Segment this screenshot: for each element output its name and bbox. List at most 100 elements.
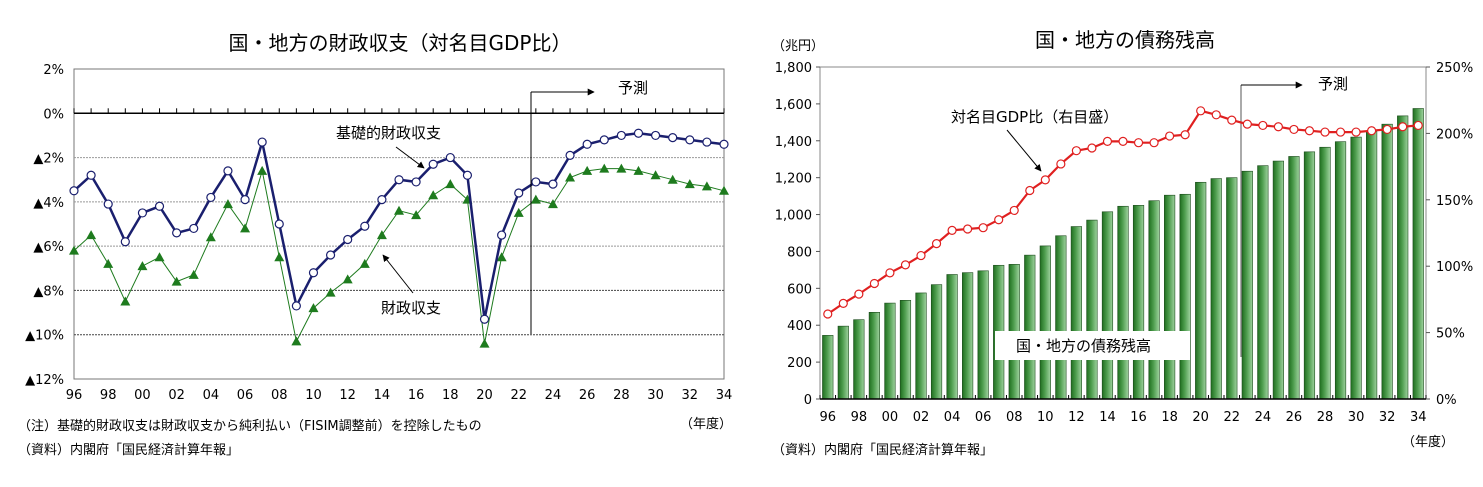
fiscal-balance-point	[633, 165, 644, 175]
right-y-tick-label: 1,400	[775, 135, 812, 150]
fiscal-balance-point	[513, 207, 524, 217]
right-y2-tick-label: 250%	[1436, 61, 1473, 76]
fiscal-balance-point	[599, 163, 610, 173]
fiscal-balance-point	[274, 252, 285, 262]
ratio-point	[1025, 185, 1035, 196]
primary-balance-point	[189, 223, 199, 234]
debt-bar	[1350, 136, 1362, 400]
right-x-tick-label: 32	[1379, 410, 1396, 425]
fiscal-balance-point	[701, 181, 712, 191]
primary-balance-point	[206, 192, 216, 203]
ratio-point	[1351, 127, 1361, 137]
ratio-point	[1367, 126, 1377, 136]
right-y-tick-label: 200	[787, 356, 812, 371]
right-x-tick-label: 18	[1161, 410, 1178, 425]
debt-bar	[1164, 194, 1176, 400]
debt-bar	[1132, 205, 1145, 400]
ratio-point	[1382, 124, 1392, 135]
ratio-point	[854, 289, 864, 299]
debt-bar	[884, 302, 896, 400]
fiscal-balance-point	[69, 245, 79, 255]
right-y2-tick-label: 100%	[1436, 260, 1473, 275]
debt-bar	[1117, 205, 1129, 400]
primary-balance-point	[702, 137, 712, 147]
debt-bar	[1381, 123, 1393, 400]
primary-balance-point	[274, 219, 284, 229]
debt-bar	[1148, 200, 1160, 400]
primary-balance-point	[616, 130, 626, 141]
debt-bar	[1334, 141, 1347, 400]
debt-bar	[962, 272, 974, 400]
debt-bar	[1319, 146, 1331, 400]
right-x-tick-label: 16	[1130, 410, 1147, 425]
debt-bar	[1179, 193, 1191, 400]
primary-balance-point	[531, 177, 541, 187]
left-x-tick-label: 06	[237, 388, 254, 403]
primary-balance-point	[257, 137, 267, 147]
debt-bar	[1397, 115, 1409, 400]
left-x-tick-label: 32	[682, 388, 699, 403]
debt-outstanding-chart: 国・地方の債務残高 （兆円） 02004006008001,0001,2001,…	[772, 28, 1473, 458]
left-chart-title: 国・地方の財政収支（対名目GDP比）	[229, 31, 572, 55]
ratio-point	[1087, 143, 1097, 153]
debt-bar	[1412, 108, 1424, 400]
right-y-tick-label: 1,800	[775, 61, 812, 76]
ratio-point	[1133, 138, 1144, 148]
debt-bar	[837, 325, 849, 400]
fiscal-balance-point	[428, 190, 439, 200]
left-x-tick-label: 34	[716, 388, 733, 403]
left-x-tick-label: 24	[545, 388, 562, 403]
primary-balance-point	[668, 133, 678, 143]
fiscal-balance-point	[530, 194, 541, 204]
fiscal-balance-point	[86, 230, 97, 240]
right-x-tick-label: 10	[1037, 410, 1054, 425]
left-x-tick-label: 98	[100, 388, 117, 403]
fiscal-balance-point	[496, 252, 507, 262]
debt-bar	[853, 319, 865, 400]
right-x-tick-label: 24	[1255, 410, 1272, 425]
right-x-tick-label: 04	[944, 410, 961, 425]
right-forecast-label: 予測	[1318, 75, 1348, 93]
right-y2-tick-label: 0%	[1436, 393, 1457, 408]
fiscal-balance-point	[547, 199, 558, 209]
primary-balance-arrow	[395, 146, 425, 169]
fiscal-balance-point	[582, 165, 593, 175]
ratio-point	[978, 223, 988, 233]
left-y-tick-label: ▲4%	[33, 196, 64, 211]
debt-bar	[1288, 156, 1300, 400]
left-y-tick-label: ▲8%	[33, 284, 64, 299]
primary-balance-point	[411, 177, 421, 187]
primary-balance-point	[343, 234, 353, 245]
ratio-point	[1273, 122, 1283, 132]
ratio-point	[1149, 138, 1159, 148]
right-x-tick-label: 26	[1286, 410, 1303, 425]
right-yaxis-unit: （兆円）	[772, 39, 824, 54]
left-x-tick-label: 08	[271, 388, 288, 403]
left-note: （注）基礎的財政収支は財政収支から純利払い（FISIM調整前）を控除したもの	[18, 418, 482, 434]
left-x-tick-label: 26	[579, 388, 596, 403]
right-x-tick-label: 02	[913, 410, 930, 425]
right-y-tick-label: 1,200	[775, 172, 812, 187]
fiscal-balance-point	[308, 303, 319, 313]
left-y-tick-label: ▲12%	[25, 373, 64, 388]
right-x-tick-label: 20	[1192, 410, 1209, 425]
ratio-point	[1118, 136, 1128, 146]
right-x-tick-label: 08	[1006, 410, 1023, 425]
fiscal-balance-point	[394, 205, 404, 215]
fiscal-balance-point	[445, 179, 456, 189]
right-y2-tick-label: 150%	[1436, 194, 1473, 209]
debt-bar	[946, 274, 958, 400]
fiscal-balance-chart: 国・地方の財政収支（対名目GDP比） 2% 0% ▲2% ▲4% ▲6% ▲8% ▲10% ▲…	[18, 31, 732, 458]
left-x-tick-label: 22	[510, 388, 527, 403]
left-x-tick-label: 96	[66, 388, 83, 403]
right-x-tick-label: 30	[1348, 410, 1365, 425]
left-xaxis-unit: （年度）	[680, 416, 732, 432]
left-y-tick-label: ▲2%	[33, 152, 64, 167]
left-x-tick-label: 20	[476, 388, 493, 403]
primary-balance-point	[462, 170, 473, 180]
left-x-tick-label: 00	[134, 388, 151, 403]
ratio-point	[1165, 131, 1175, 141]
left-forecast-label: 予測	[618, 79, 648, 97]
primary-balance-point	[377, 195, 387, 205]
